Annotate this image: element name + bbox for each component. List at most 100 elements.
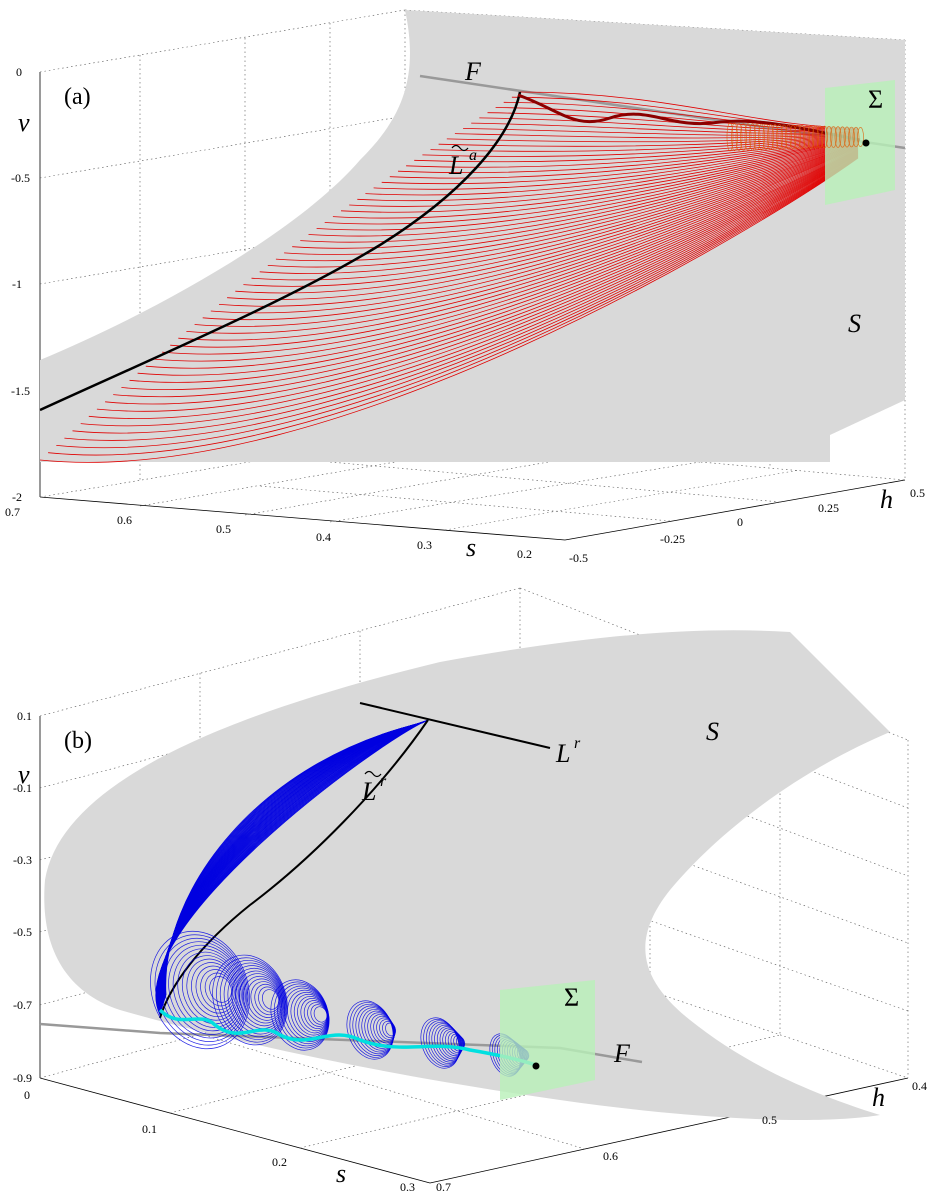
- trajectory-line: [454, 131, 859, 139]
- tube-ring: [839, 126, 846, 148]
- panel-a-h-axis-label: h: [880, 485, 893, 514]
- trajectory-line: [292, 141, 859, 249]
- panel-b-s-tick: 0.1: [142, 1122, 157, 1136]
- tube-ring: [780, 124, 788, 150]
- spiral-ring: [223, 962, 286, 1038]
- panel-b-surface: [44, 630, 891, 1120]
- trajectory-line: [414, 134, 859, 163]
- trajectory-line: [96, 154, 859, 412]
- panel-a-h-tick: 0: [737, 515, 743, 529]
- spiral-ring: [254, 983, 281, 1016]
- spiral-ring: [450, 1033, 465, 1052]
- tube-ring: [776, 124, 783, 150]
- panel-a-v-tick: -1: [12, 277, 22, 291]
- trajectory-line: [511, 96, 859, 129]
- panel-b-point: [532, 1062, 540, 1070]
- panel-a-S-label: S: [848, 309, 861, 338]
- trajectory-line: [235, 145, 859, 294]
- panel-a: (a) v F L a Σ S 0 -0.5 -1 -1.5 -2 0.7 0.…: [5, 9, 925, 565]
- trajectory-line: [275, 142, 859, 262]
- spiral-ring: [168, 944, 245, 1035]
- panel-b-v-axis-label: v: [18, 760, 30, 789]
- spiral-ring: [200, 969, 235, 1010]
- panel-a-h-tick: 0.5: [910, 486, 925, 500]
- panel-a-s-axis-label: s: [466, 533, 476, 562]
- tube-ring: [798, 125, 806, 149]
- panel-b-center-trajectory: [158, 1008, 537, 1067]
- panel-a-La-base: L: [448, 151, 463, 180]
- trajectory-line: [161, 150, 859, 355]
- panel-b-section: [500, 980, 595, 1100]
- panel-a-F-label: F: [464, 57, 482, 86]
- panel-a-s-tick: 0.4: [316, 530, 331, 544]
- trajectory-line: [186, 148, 859, 334]
- tube-ring: [789, 124, 797, 150]
- panel-b-v-tick: -0.9: [13, 1071, 32, 1085]
- panel-a-slow-manifold-curve: [39, 91, 522, 412]
- spiral-ring: [182, 955, 241, 1025]
- panel-a-s-tick: 0.6: [117, 513, 132, 527]
- panel-a-s-tick: 0.2: [517, 547, 532, 561]
- trajectory-line: [121, 152, 859, 390]
- panel-b-trajectories: [155, 719, 429, 1016]
- tube-ring: [735, 122, 743, 152]
- tube-ring: [807, 125, 815, 149]
- trajectory-line: [357, 137, 859, 202]
- panel-b-h-tick: 0.7: [436, 1180, 451, 1193]
- panel-b-s-tick: 0.3: [400, 1180, 415, 1193]
- trajectory-line: [72, 155, 859, 434]
- trajectory-line: [194, 147, 859, 327]
- trajectory-line: [153, 150, 859, 362]
- tube-ring: [731, 122, 738, 152]
- tube-ring: [771, 124, 779, 150]
- tube-ring: [767, 123, 774, 150]
- trajectory-line: [218, 146, 859, 307]
- trajectory-line: [113, 153, 859, 398]
- panel-b-v-tick: -0.1: [13, 781, 32, 795]
- panel-b-h-tick: 0.5: [762, 1113, 777, 1127]
- tube-ring: [843, 126, 851, 148]
- trajectory-line: [308, 140, 859, 237]
- tube-ring: [794, 124, 801, 150]
- panel-a-s-tick: 0.3: [417, 538, 432, 552]
- panel-a-point: [862, 139, 870, 147]
- trajectory-line: [129, 152, 859, 383]
- panel-a-h-tick: -0.25: [660, 532, 685, 546]
- panel-b-S-label: S: [706, 717, 719, 746]
- panel-b-v-tick: -0.5: [13, 925, 32, 939]
- panel-b-v-tick: -0.3: [13, 853, 32, 867]
- panel-b-s-tick: 0.2: [272, 1155, 287, 1169]
- panel-a-Sigma-label: Σ: [868, 85, 883, 114]
- trajectory-line: [438, 132, 859, 147]
- spiral-ring: [250, 981, 282, 1018]
- trajectory-line: [202, 147, 859, 321]
- spiral-ring: [163, 941, 246, 1039]
- spiral-ring: [177, 951, 242, 1028]
- tube-ring: [830, 126, 837, 148]
- spiral-ring: [204, 972, 234, 1007]
- tube-ring: [749, 123, 756, 151]
- spiral-ring: [385, 1022, 396, 1037]
- panel-a-label: (a): [64, 84, 91, 110]
- trajectory-line: [145, 151, 859, 369]
- tube-ring: [726, 122, 734, 152]
- spiral-ring: [246, 978, 282, 1021]
- spiral-ring: [313, 1006, 328, 1023]
- panel-b-s-axis-label: s: [336, 1159, 346, 1188]
- trajectory-line: [503, 101, 859, 130]
- trajectory-line: [227, 145, 859, 300]
- trajectory-line: [284, 142, 859, 255]
- trajectory-line: [251, 144, 859, 281]
- panel-a-La-label: L a: [448, 144, 477, 180]
- panel-b-Ltilde-sup: r: [380, 773, 387, 790]
- trajectory-line: [267, 143, 859, 268]
- trajectory-line: [178, 149, 859, 341]
- spiral-ring: [191, 962, 238, 1017]
- panel-b-label: (b): [64, 728, 92, 754]
- panel-a-h-tick: -0.5: [569, 551, 588, 565]
- panel-a-v-tick: -0.5: [11, 171, 30, 185]
- panel-b-h-tick: 0.4: [912, 1079, 927, 1093]
- trajectory-line: [105, 153, 859, 405]
- spiral-ring: [242, 975, 283, 1024]
